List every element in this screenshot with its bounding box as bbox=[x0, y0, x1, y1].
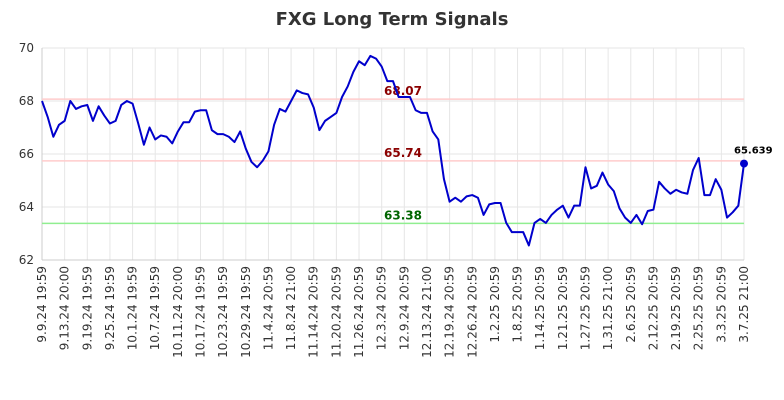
x-tick-labels: 9.9.24 19:59 9.13.24 20:00 9.19.24 19:59 9.… bbox=[35, 266, 751, 358]
x-tick-label: 2.12.25 20:59 bbox=[646, 266, 660, 350]
reference-label: 68.07 bbox=[384, 84, 422, 98]
x-tick-label: 1.2.25 20:59 bbox=[488, 266, 502, 343]
x-tick-label: 10.23.24 19:59 bbox=[216, 266, 230, 358]
x-tick-label: 9.19.24 19:59 bbox=[80, 266, 94, 350]
x-tick-label: 12.9.24 20:59 bbox=[397, 266, 411, 350]
x-tick-label: 2.6.25 20:59 bbox=[624, 266, 638, 343]
y-tick-label: 66 bbox=[19, 147, 34, 161]
x-tick-label: 11.4.24 20:59 bbox=[261, 266, 275, 350]
x-tick-label: 9.25.24 19:59 bbox=[103, 266, 117, 350]
x-tick-label: 1.31.25 21:00 bbox=[601, 266, 615, 350]
x-tick-label: 3.7.25 21:00 bbox=[737, 266, 751, 343]
x-tick-label: 11.26.24 20:59 bbox=[352, 266, 366, 358]
chart-title: FXG Long Term Signals bbox=[276, 9, 509, 30]
axes bbox=[41, 48, 744, 261]
x-tick-label: 12.3.24 20:59 bbox=[375, 266, 389, 350]
x-tick-label: 10.11.24 20:00 bbox=[171, 266, 185, 358]
x-tick-label: 12.13.24 21:00 bbox=[420, 266, 434, 358]
series-layer: 65.639 bbox=[41, 54, 773, 247]
x-tick-label: 11.20.24 20:59 bbox=[329, 266, 343, 358]
x-tick-label: 11.14.24 20:59 bbox=[307, 266, 321, 358]
reference-label: 63.38 bbox=[384, 208, 422, 222]
x-tick-label: 9.13.24 20:00 bbox=[58, 266, 72, 350]
x-tick-label: 10.29.24 19:59 bbox=[239, 266, 253, 358]
x-tick-label: 1.27.25 20:59 bbox=[578, 266, 592, 350]
x-tick-label: 3.3.25 20:59 bbox=[714, 266, 728, 343]
y-tick-label: 64 bbox=[19, 200, 34, 214]
x-tick-label: 2.25.25 20:59 bbox=[692, 266, 706, 350]
x-tick-label: 2.19.25 20:59 bbox=[669, 266, 683, 350]
x-tick-label: 11.8.24 21:00 bbox=[284, 266, 298, 350]
x-tick-label: 1.14.25 20:59 bbox=[533, 266, 547, 350]
y-tick-label: 70 bbox=[19, 41, 34, 55]
y-tick-labels: 62 64 66 68 70 bbox=[19, 41, 34, 267]
price-line bbox=[41, 54, 745, 247]
x-tick-label: 12.26.24 20:59 bbox=[465, 266, 479, 358]
y-tick-label: 68 bbox=[19, 94, 34, 108]
reference-lines: 68.07 65.74 63.38 bbox=[42, 84, 744, 225]
last-value-label: 65.639 bbox=[734, 146, 773, 157]
last-value-point bbox=[740, 159, 748, 168]
y-tick-label: 62 bbox=[19, 253, 34, 267]
x-tick-label: 10.1.24 19:59 bbox=[126, 266, 140, 350]
x-tick-label: 12.19.24 20:59 bbox=[443, 266, 457, 358]
x-tick-label: 1.21.25 20:59 bbox=[556, 266, 570, 350]
x-tick-label: 10.7.24 19:59 bbox=[148, 266, 162, 350]
x-tick-label: 10.17.24 19:59 bbox=[194, 266, 208, 358]
reference-label: 65.74 bbox=[384, 146, 422, 160]
x-tick-label: 9.9.24 19:59 bbox=[35, 266, 49, 343]
x-tick-label: 1.8.25 20:59 bbox=[511, 266, 525, 343]
